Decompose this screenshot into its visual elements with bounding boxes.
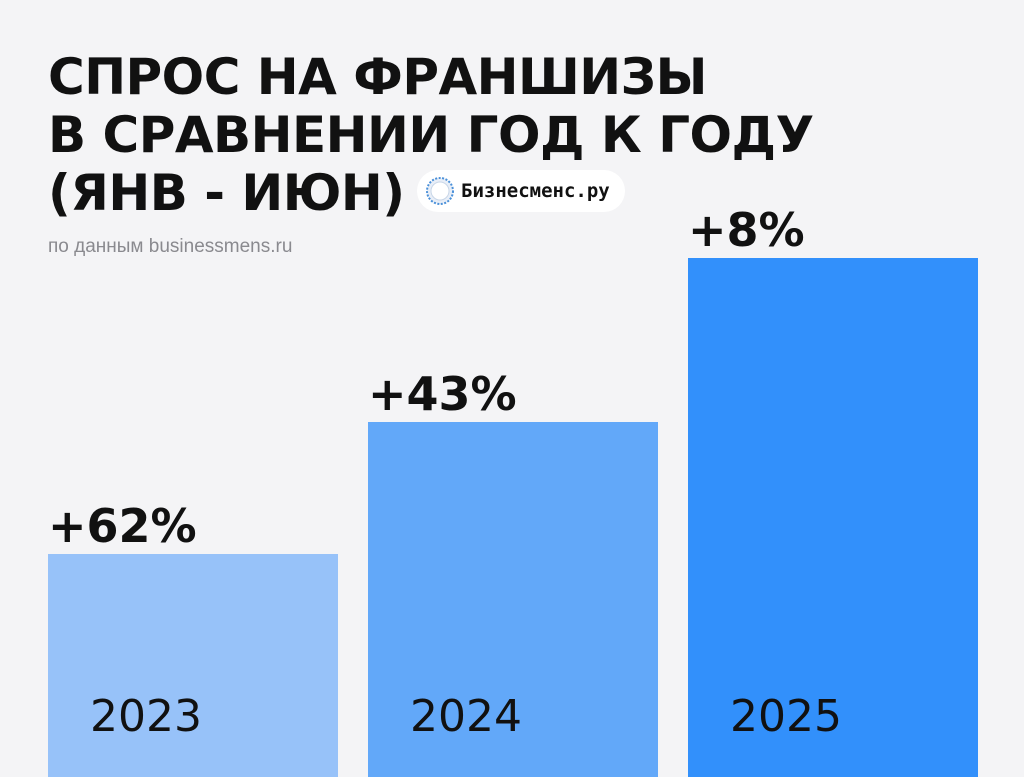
title-line-2: В СРАВНЕНИИ ГОД К ГОДУ xyxy=(48,106,814,164)
data-source: по данным businessmens.ru xyxy=(48,236,293,257)
category-label-2023: 2023 xyxy=(90,691,202,742)
brand-badge: Бизнесменс.ру xyxy=(417,170,625,212)
value-label-2023: +62% xyxy=(48,499,197,553)
bar-2025 xyxy=(688,258,978,777)
value-label-2024: +43% xyxy=(368,367,517,421)
bar-2024 xyxy=(368,422,658,777)
title-line-3: (ЯНВ - ИЮН) xyxy=(48,164,405,222)
title-line-1: СПРОС НА ФРАНШИЗЫ xyxy=(48,48,707,106)
chart-title: СПРОС НА ФРАНШИЗЫ В СРАВНЕНИИ ГОД К ГОДУ… xyxy=(48,48,814,222)
brand-name: Бизнесменс.ру xyxy=(461,180,610,202)
bar-2023 xyxy=(48,554,338,777)
category-label-2025: 2025 xyxy=(730,691,842,742)
category-label-2024: 2024 xyxy=(410,691,522,742)
value-label-2025: +8% xyxy=(688,203,805,257)
brand-logo-icon xyxy=(425,176,455,206)
